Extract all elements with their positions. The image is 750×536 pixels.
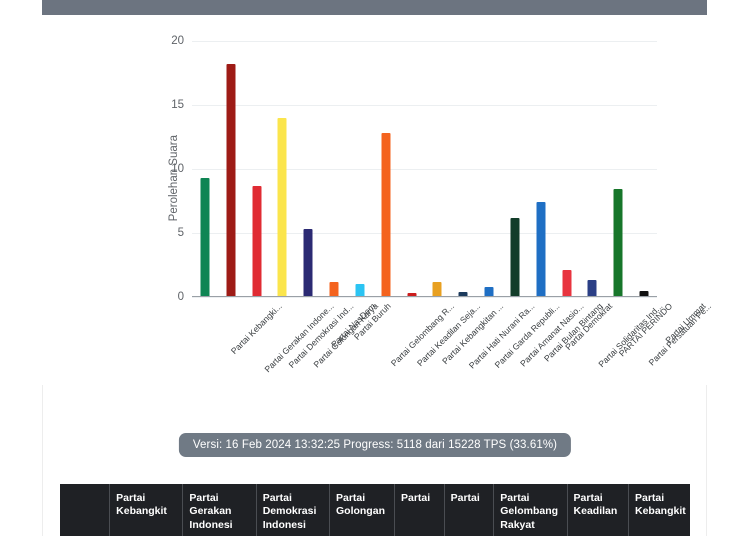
y-axis-tick-label: 20	[171, 35, 184, 47]
bar-slot	[605, 41, 631, 297]
chart-bar[interactable]	[277, 117, 287, 297]
y-axis-tick-label: 15	[171, 99, 184, 111]
table-column-header-line: Gelombang	[500, 505, 559, 518]
status-badge: Versi: 16 Feb 2024 13:32:25 Progress: 51…	[178, 433, 572, 457]
bar-slot	[270, 41, 296, 297]
table-column-header-line: Indonesi	[262, 518, 306, 531]
bar-slot	[373, 41, 399, 297]
table-column-header-line: Partai	[400, 492, 431, 504]
chart-bar[interactable]	[252, 185, 262, 297]
table-column-header-line: Partai	[189, 492, 219, 504]
table-column-header-line: Partai	[500, 492, 530, 504]
bar-slot	[321, 41, 347, 297]
table-column-header-line: Partai	[335, 492, 366, 504]
bar-slot	[192, 41, 218, 297]
table-column-header-line: Kebangkit	[116, 505, 167, 518]
bar-slot	[580, 41, 606, 297]
table-column-header-line: Golongan	[335, 505, 385, 518]
bar-slot	[631, 41, 657, 297]
chart-bar[interactable]	[329, 281, 339, 297]
y-axis-title: Perolehan Suara	[168, 135, 180, 222]
bar-slot	[502, 41, 528, 297]
table-column-header-line: Partai	[116, 492, 146, 504]
chart-bar[interactable]	[562, 270, 572, 297]
chart-bar[interactable]	[484, 286, 494, 297]
chart-bar[interactable]	[510, 217, 520, 297]
chart-bar[interactable]	[613, 189, 623, 297]
bar-slot	[347, 41, 373, 297]
table-column-header-line: Partai	[573, 492, 603, 504]
table-header-row: Partai Kebangkit Partai Gerakan Indonesi Part…	[60, 484, 690, 536]
table-column-header-line: Partai	[450, 492, 480, 504]
chart-bar[interactable]	[303, 229, 313, 297]
bar-slot	[244, 41, 270, 297]
table-column-header[interactable]: Partai Demokrasi Indonesi	[256, 484, 330, 536]
chart-bar[interactable]	[226, 64, 236, 297]
results-table: Partai Kebangkit Partai Gerakan Indonesi Part…	[60, 484, 690, 536]
x-axis-line	[192, 296, 657, 297]
table-column-header-line: Rakyat	[500, 518, 535, 531]
table-column-header-line: Keadilan	[573, 505, 618, 518]
bar-slot	[554, 41, 580, 297]
vote-chart-card: Perolehan Suara 0 5 10 15 20 Partai Kebangki…	[42, 15, 713, 385]
bar-slot	[528, 41, 554, 297]
table-column-header[interactable]: Partai	[444, 484, 495, 536]
table-column-header[interactable]: Partai Kebangkit	[628, 484, 690, 536]
table-column-header[interactable]: Partai Keadilan	[567, 484, 630, 536]
gridline	[192, 297, 657, 298]
table-column-header-line: Partai	[635, 492, 665, 504]
results-table-container[interactable]: Partai Kebangkit Partai Gerakan Indonesi Part…	[60, 484, 690, 536]
chart-bars	[192, 41, 657, 297]
chart-bar[interactable]	[639, 290, 649, 297]
gridline	[192, 41, 657, 42]
bar-slot	[476, 41, 502, 297]
table-column-header-line: Kebangkit	[635, 505, 686, 518]
chart-bar[interactable]	[200, 177, 210, 297]
x-axis-tick-label: Partai Kebangki...	[228, 301, 284, 357]
table-column-header-line: Demokrasi	[262, 505, 317, 518]
chart-bar[interactable]	[381, 133, 391, 297]
chart-bar[interactable]	[458, 291, 468, 297]
table-column-header[interactable]: Partai Golongan	[329, 484, 395, 536]
chart-bar[interactable]	[432, 281, 442, 297]
table-column-header-line: Indonesi	[189, 518, 233, 531]
table-column-header[interactable]: Partai Gelombang Rakyat	[493, 484, 568, 536]
bar-slot	[425, 41, 451, 297]
table-column-header[interactable]: Partai Kebangkit	[109, 484, 184, 536]
table-column-header-line: Partai	[262, 492, 292, 504]
chart-bar[interactable]	[587, 280, 597, 297]
bar-slot	[450, 41, 476, 297]
results-table-head: Partai Kebangkit Partai Gerakan Indonesi Part…	[60, 484, 690, 536]
y-axis-tick-label: 10	[171, 163, 184, 175]
x-axis-tick-labels: Partai Kebangki... Partai Gerakan Indone.…	[192, 301, 714, 391]
bar-slot	[218, 41, 244, 297]
y-axis-tick-label: 0	[177, 291, 184, 303]
gridline	[192, 169, 657, 170]
window-top-bar	[42, 0, 707, 15]
table-column-header[interactable]: Partai Gerakan Indonesi	[182, 484, 257, 536]
chart-bar[interactable]	[355, 284, 365, 297]
gridline	[192, 105, 657, 106]
y-axis-tick-label: 5	[177, 227, 184, 239]
chart-bar[interactable]	[407, 293, 417, 297]
bar-slot	[399, 41, 425, 297]
table-column-header-line: Gerakan	[189, 505, 232, 518]
chart-plot-area: 0 5 10 15 20	[171, 35, 657, 303]
bar-slot	[295, 41, 321, 297]
table-column-header[interactable]	[60, 484, 111, 536]
gridline	[192, 233, 657, 234]
chart-bar[interactable]	[536, 202, 546, 297]
table-column-header[interactable]: Partai	[394, 484, 445, 536]
